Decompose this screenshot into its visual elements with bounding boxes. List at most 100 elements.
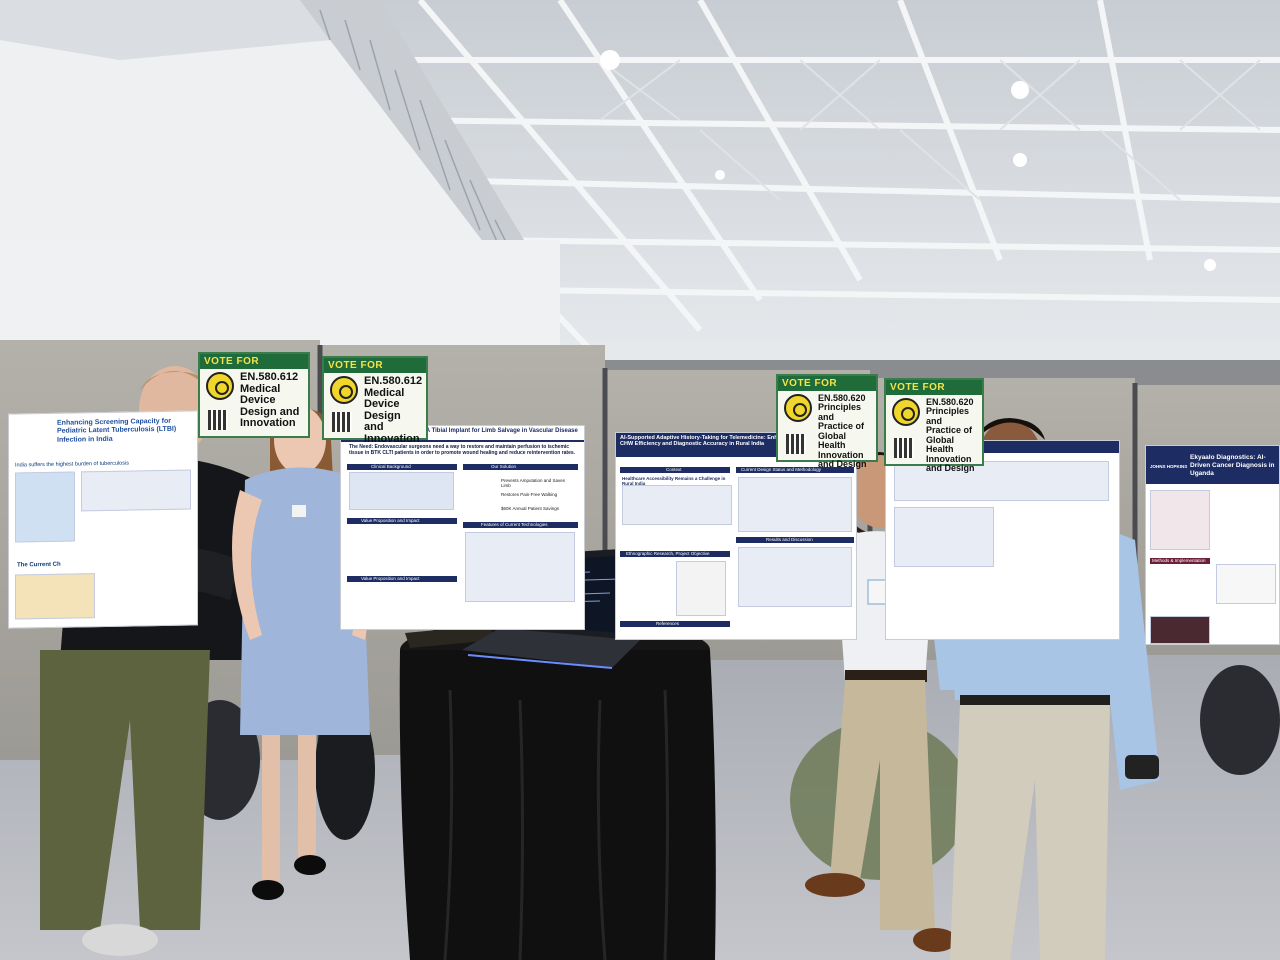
telemedicine-results-table xyxy=(738,547,852,607)
ceiling-light xyxy=(1013,153,1027,167)
vote-sign-4: VOTE FOR EN.580.620 Principles and Pract… xyxy=(884,378,984,473)
sign-line: EN.580.612 xyxy=(240,371,299,383)
sign-line: Global Health xyxy=(926,434,955,455)
poster-telemedicine: AI-Supported Adaptive History-Taking for… xyxy=(615,432,857,640)
poster-ekyaalo: JOHNS HOPKINS Ekyaalo Diagnostics: AI-Dr… xyxy=(1145,445,1280,645)
vote-sign-text: EN.580.612 Medical Device Design and Inn… xyxy=(240,371,304,430)
telemedicine-subheading: Healthcare Accessibility Remains a Chall… xyxy=(622,476,726,487)
sign-line: and Design xyxy=(818,459,867,470)
bluehealer-section-2: Our Solution xyxy=(491,464,517,469)
telemedicine-context-boxes xyxy=(622,485,732,525)
cloth-folds xyxy=(443,689,669,960)
sign-line: EN.580.612 xyxy=(364,375,423,387)
telemedicine-section-results: Results and Discussion xyxy=(766,537,813,542)
sign-line: Design and xyxy=(364,409,401,434)
laptop-base xyxy=(462,628,640,668)
bluehealer-section-1: Clinical Background xyxy=(371,464,411,469)
ekyaalo-block xyxy=(1150,490,1210,550)
ekyaalo-header xyxy=(1146,446,1279,484)
qr-code-icon xyxy=(894,438,914,458)
vote-badge-icon xyxy=(784,394,812,422)
sign-line: Innovation xyxy=(364,432,420,445)
bluehealer-diagram xyxy=(349,472,454,510)
vote-sign-header: VOTE FOR xyxy=(886,380,982,395)
poster-tb-screening: Enhancing Screening Capacity for Pediatr… xyxy=(8,410,198,629)
poster-tb-map xyxy=(15,471,75,543)
bluehealer-section-bar xyxy=(347,518,457,524)
sign-line: Design and xyxy=(240,405,300,418)
vote-sign-header: VOTE FOR xyxy=(778,376,876,391)
sign-line: and Design xyxy=(926,463,975,474)
ekyaalo-section-bar xyxy=(1150,558,1210,564)
sign-line: Medical Device xyxy=(364,386,405,411)
right-mid-block xyxy=(894,507,994,567)
telemedicine-design-box xyxy=(738,477,852,532)
poster-right-mid xyxy=(885,440,1120,640)
telemedicine-section-bar xyxy=(620,467,730,473)
sign-line: Principles and xyxy=(926,406,970,426)
bluehealer-section-bar xyxy=(347,576,457,582)
bag xyxy=(1200,665,1280,775)
qr-code-icon xyxy=(332,412,352,432)
ekyaalo-photo xyxy=(1150,616,1210,644)
bluehealer-section-5: Value Proposition and Impact xyxy=(361,576,420,581)
bluehealer-section-bar xyxy=(347,464,457,470)
back-wall xyxy=(0,240,560,350)
ekyaalo-title: Ekyaalo Diagnostics: AI-Driven Cancer Di… xyxy=(1190,454,1275,477)
sign-line: Innovation xyxy=(240,417,296,430)
vote-sign-header: VOTE FOR xyxy=(324,358,426,373)
vote-badge-icon xyxy=(206,372,234,400)
poster-tb-box xyxy=(15,573,95,620)
bluehealer-section-bar xyxy=(463,522,578,528)
telemedicine-map xyxy=(676,561,726,616)
laptop-glow xyxy=(467,654,613,669)
bluehealer-feature-table xyxy=(465,532,575,602)
bluehealer-section-4: Features of Current Technologies xyxy=(481,522,548,527)
ceiling-trusses xyxy=(257,0,1280,363)
bluehealer-section-3: Value Proposition and Impact xyxy=(361,518,420,523)
sign-line: Medical Device xyxy=(240,382,281,407)
vote-sign-text: EN.580.620 Principles and Practice of Gl… xyxy=(818,393,872,470)
bluehealer-solution-3: $60K Annual Patient Savings xyxy=(501,506,560,511)
notebook xyxy=(405,625,495,648)
sign-line: Principles and xyxy=(818,402,862,422)
right-mid-block xyxy=(894,461,1109,501)
bluehealer-section-bar xyxy=(463,464,578,470)
bluehealer-title: BlueHealer: A Tibial Implant for Limb Sa… xyxy=(391,428,578,434)
poster-tb-section: The Current Ch xyxy=(17,561,61,569)
ceiling-light xyxy=(600,50,620,70)
qr-code-icon xyxy=(208,410,228,430)
bluehealer-solution-1: Prevents Amputation and Saves Limb xyxy=(501,478,566,489)
vote-sign-1: VOTE FOR EN.580.612 Medical Device Desig… xyxy=(198,352,310,438)
telemedicine-title: AI-Supported Adaptive History-Taking for… xyxy=(616,433,806,457)
telemedicine-section-bar xyxy=(736,537,854,543)
telemedicine-section-bar xyxy=(736,467,854,473)
ekyaalo-section: Methods & Implementation xyxy=(1152,558,1206,563)
poster-tb-title: Enhancing Screening Capacity for Pediatr… xyxy=(57,417,177,444)
poster-bluehealer: BlueHealer: A Tibial Implant for Limb Sa… xyxy=(340,425,585,630)
sign-line: Innovation xyxy=(926,453,972,464)
ceiling-light xyxy=(715,170,725,180)
qr-code-icon xyxy=(786,434,806,454)
bluehealer-need: The Need: Endovascular surgeons need a w… xyxy=(349,444,576,456)
telemedicine-section-ethno: Ethnographic Research, Project Objective xyxy=(626,551,710,556)
vote-sign-header: VOTE FOR xyxy=(200,354,308,369)
telemedicine-section-context: Context xyxy=(666,467,682,472)
ekyaalo-logo: JOHNS HOPKINS xyxy=(1150,464,1188,469)
ceiling-bracing xyxy=(599,59,1261,201)
telemedicine-section-design: Current Design Status and Methodology xyxy=(741,467,822,472)
sign-line: Global Health xyxy=(818,430,847,451)
sign-line: EN.580.620 xyxy=(926,397,974,407)
balcony-underside xyxy=(0,0,330,60)
ceiling-light xyxy=(1011,81,1029,99)
vote-badge-icon xyxy=(892,398,920,426)
table-cloth xyxy=(399,650,716,960)
sign-line: Practice of xyxy=(926,425,973,436)
ceiling-light xyxy=(1204,259,1216,271)
vote-sign-2: VOTE FOR EN.580.612 Medical Device Desig… xyxy=(322,356,428,444)
telemedicine-section-bar xyxy=(620,621,730,627)
telemedicine-section-refs: References xyxy=(656,621,680,626)
poster-tb-subtitle: India suffers the highest burden of tube… xyxy=(15,460,129,469)
bluehealer-solution-2: Restores Pain-Free Walking xyxy=(501,492,558,497)
